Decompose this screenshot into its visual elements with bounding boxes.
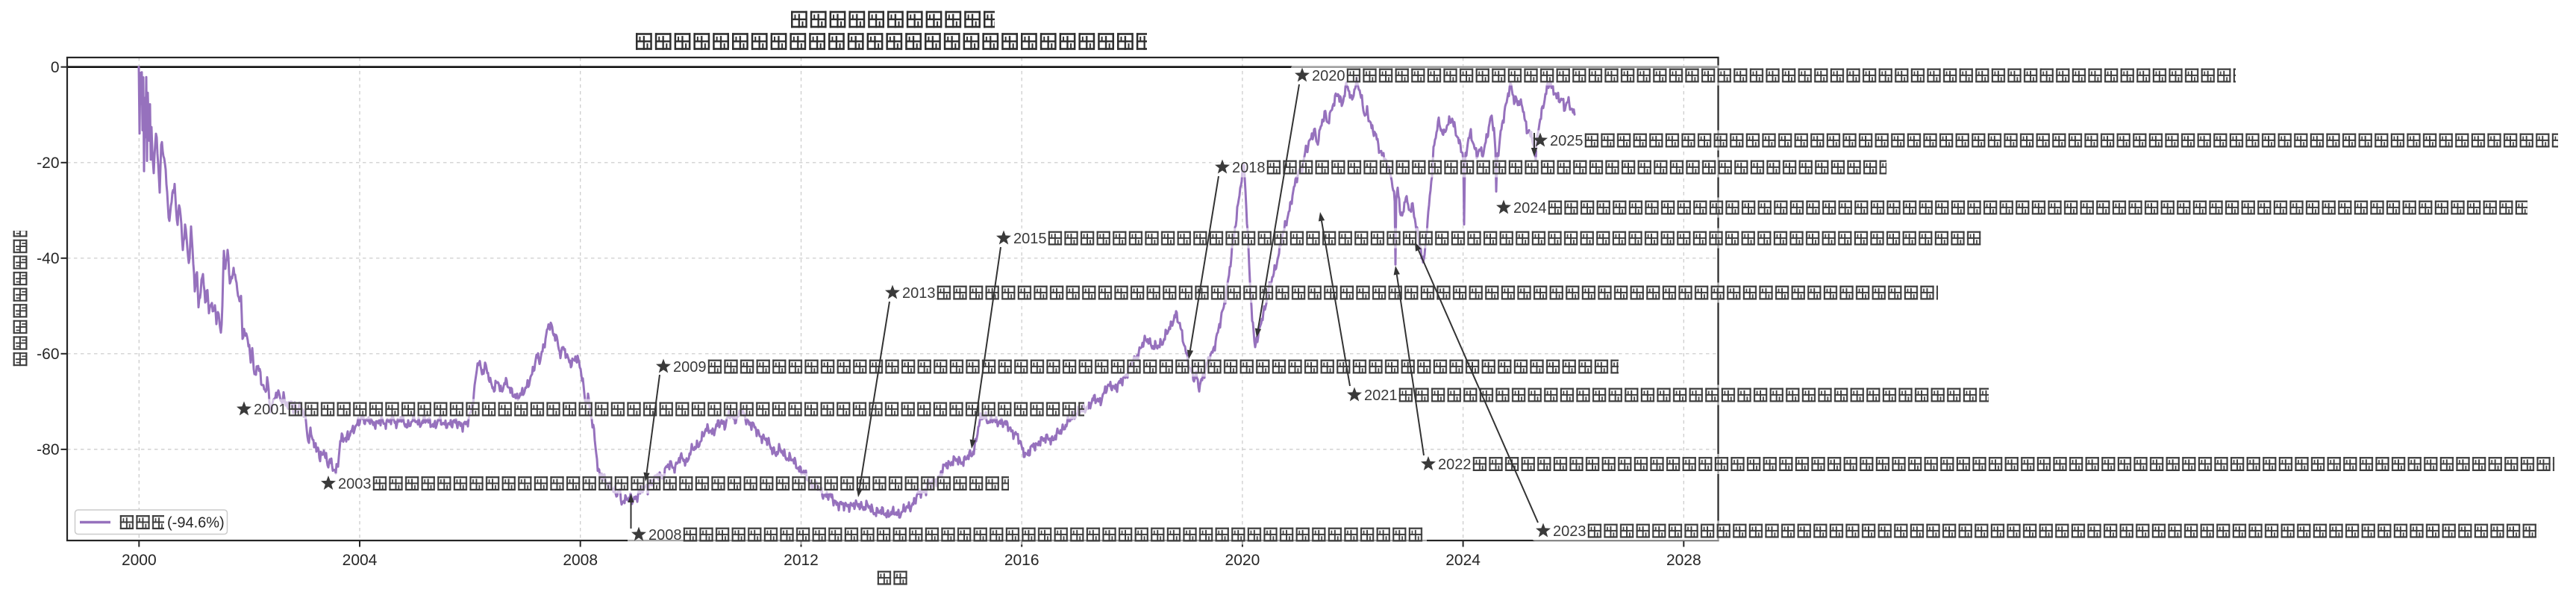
svg-text:2024: 2024 xyxy=(1513,200,1547,217)
svg-text:-60: -60 xyxy=(37,346,59,363)
svg-text:2023: 2023 xyxy=(1553,523,1586,540)
svg-text:2009: 2009 xyxy=(673,359,707,376)
svg-text:2001: 2001 xyxy=(254,402,287,418)
svg-text:2021: 2021 xyxy=(1364,387,1398,404)
svg-text:2022: 2022 xyxy=(1438,457,1472,473)
svg-text:2004: 2004 xyxy=(343,552,378,569)
svg-text:2003: 2003 xyxy=(338,476,372,493)
svg-text:2013: 2013 xyxy=(902,285,936,302)
svg-text:2025: 2025 xyxy=(1550,133,1584,149)
svg-text:2024: 2024 xyxy=(1445,552,1481,569)
svg-text:2012: 2012 xyxy=(784,552,819,569)
svg-text:2008: 2008 xyxy=(648,527,682,544)
svg-text:-20: -20 xyxy=(37,155,59,172)
svg-text:-40: -40 xyxy=(37,250,59,267)
svg-text:2015: 2015 xyxy=(1013,231,1047,247)
svg-text:2016: 2016 xyxy=(1004,552,1040,569)
svg-text:0: 0 xyxy=(51,59,60,76)
svg-text:2020: 2020 xyxy=(1225,552,1260,569)
svg-text:2008: 2008 xyxy=(563,552,598,569)
svg-text:2000: 2000 xyxy=(122,552,157,569)
svg-text:(-94.6%): (-94.6%) xyxy=(167,515,225,532)
svg-text:2020: 2020 xyxy=(1312,68,1345,84)
svg-text:-80: -80 xyxy=(37,441,59,458)
svg-text:2018: 2018 xyxy=(1232,160,1266,176)
svg-text:2028: 2028 xyxy=(1666,552,1701,569)
